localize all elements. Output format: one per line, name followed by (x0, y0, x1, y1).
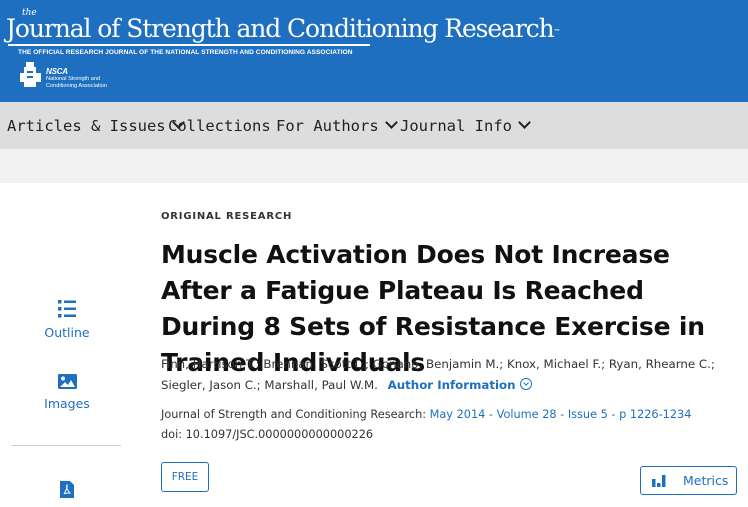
nsca-logo[interactable]: NSCA National Strength and Conditioning … (20, 61, 120, 93)
sidebar-item-pdf[interactable] (12, 481, 122, 505)
pdf-icon (60, 481, 74, 498)
nav-articles-issues[interactable]: Articles & Issues (7, 102, 185, 149)
journal-header: the Journal of Strength and Conditioning… (0, 0, 748, 102)
free-access-badge: FREE (161, 462, 209, 492)
nav-journal-info[interactable]: Journal Info (400, 102, 531, 149)
author-list: Finn, Harrison T.; Brennan, Scott L.; Go… (161, 354, 721, 396)
citation: Journal of Strength and Conditioning Res… (161, 405, 731, 445)
nsca-abbrev: NSCA (46, 67, 68, 76)
sidebar-item-label: Outline (44, 325, 90, 340)
nsca-name-line: Conditioning Association (46, 83, 107, 89)
journal-name: Journal of Strength and Conditioning Res… (161, 408, 427, 421)
authors-text: Finn, Harrison T.; Brennan, Scott L.; Go… (161, 357, 715, 392)
sidebar-item-images[interactable]: Images (12, 374, 122, 411)
author-information-label: Author Information (387, 378, 516, 392)
sidebar-item-label: Images (44, 396, 90, 411)
journal-title: Journal of Strength and Conditioning Res… (6, 14, 561, 44)
metrics-button[interactable]: Metrics (640, 466, 737, 495)
author-information-toggle[interactable]: Author Information (388, 378, 532, 392)
bar-chart-icon (652, 474, 666, 487)
sidebar-divider (12, 445, 121, 446)
doi: doi: 10.1097/JSC.0000000000000226 (161, 428, 374, 441)
issue-link[interactable]: May 2014 - Volume 28 - Issue 5 - p 1226-… (429, 408, 692, 421)
journal-tagline: THE OFFICIAL RESEARCH JOURNAL OF THE NAT… (18, 49, 353, 56)
nsca-name: National Strength and Conditioning Assoc… (46, 76, 126, 90)
logo-rule (8, 44, 370, 46)
citation-line: Journal of Strength and Conditioning Res… (161, 405, 731, 425)
outline-icon (58, 300, 76, 318)
nav-collections[interactable]: Collections (168, 102, 271, 149)
article-title: Muscle Activation Does Not Increase Afte… (161, 240, 705, 377)
sidebar-item-outline[interactable]: Outline (12, 300, 122, 340)
main-nav: Articles & Issues Collections For Author… (0, 102, 748, 149)
chevron-down-circle-icon (519, 378, 532, 390)
trademark-symbol: ™ (553, 28, 561, 36)
subnav-strip (0, 149, 748, 183)
journal-logo[interactable]: the Journal of Strength and Conditioning… (6, 6, 561, 58)
nav-label: Articles & Issues (7, 116, 166, 135)
nsca-mark-icon (20, 62, 41, 87)
metrics-label: Metrics (683, 473, 729, 488)
nav-for-authors[interactable]: For Authors (276, 102, 398, 149)
chevron-down-icon (384, 116, 398, 129)
nav-label: For Authors (276, 116, 379, 135)
journal-title-text: Journal of Strength and Conditioning Res… (6, 14, 555, 43)
article-type: ORIGINAL RESEARCH (161, 211, 293, 222)
images-icon (57, 374, 77, 389)
nav-label: Collections (168, 116, 271, 135)
chevron-down-icon (518, 116, 531, 129)
nav-label: Journal Info (400, 116, 512, 135)
journal-title-prefix: the (22, 8, 37, 18)
nsca-name-line: National Strength and (46, 76, 101, 82)
